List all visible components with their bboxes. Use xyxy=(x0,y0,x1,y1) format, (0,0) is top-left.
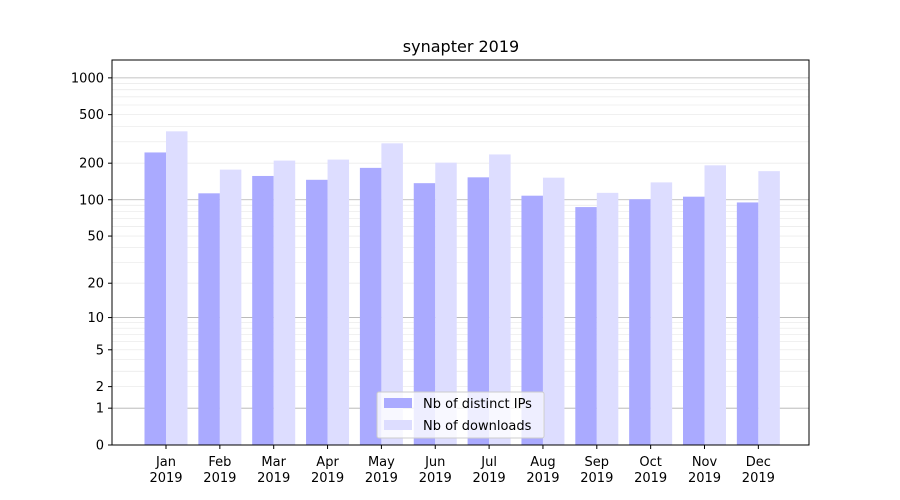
x-tick-label: Sep 2019 xyxy=(580,455,613,486)
x-tick-label: Apr 2019 xyxy=(311,455,344,486)
x-tick-label: May 2019 xyxy=(365,455,398,486)
legend-swatch-downloads xyxy=(384,420,412,430)
bar-downloads xyxy=(758,171,780,446)
chart-title: synapter 2019 xyxy=(403,37,519,56)
plot-area xyxy=(111,59,810,446)
legend: Nb of distinct IPs Nb of downloads xyxy=(376,391,545,439)
y-tick-label: 20 xyxy=(87,277,104,292)
bar-downloads xyxy=(327,159,350,445)
bar-distinct-ips xyxy=(359,167,382,445)
bar-downloads xyxy=(381,143,403,445)
bar-distinct-ips xyxy=(413,183,436,445)
y-tick-label: 50 xyxy=(87,230,104,245)
legend-box xyxy=(376,391,545,439)
y-tick-label: 1 xyxy=(96,402,104,417)
y-tick-label: 5 xyxy=(96,343,104,358)
x-tick-label: Nov 2019 xyxy=(688,455,721,486)
bar-downloads xyxy=(650,182,673,445)
y-tick-label: 10 xyxy=(87,311,104,326)
bar-distinct-ips xyxy=(629,199,651,445)
y-axis: 0 1 2 5 10 20 50 100 200 500 1000 xyxy=(71,71,112,454)
bar-downloads xyxy=(435,162,457,445)
x-tick-label: Aug 2019 xyxy=(526,455,559,486)
bar-downloads xyxy=(219,169,242,445)
bar-distinct-ips xyxy=(252,175,274,445)
x-tick-label: Jan 2019 xyxy=(149,455,182,486)
y-tick-label: 2 xyxy=(96,380,104,395)
y-tick-label: 0 xyxy=(96,439,104,454)
bar-distinct-ips xyxy=(521,195,543,445)
legend-label-downloads: Nb of downloads xyxy=(423,419,532,434)
x-tick-label: Oct 2019 xyxy=(634,455,667,486)
x-tick-label: Jul 2019 xyxy=(473,455,506,486)
bar-distinct-ips xyxy=(198,193,220,445)
bar-downloads xyxy=(596,192,619,445)
y-tick-label: 1000 xyxy=(71,71,104,86)
bar-distinct-ips xyxy=(575,207,597,445)
legend-swatch-distinct-ips xyxy=(384,398,412,408)
x-tick-label: Mar 2019 xyxy=(257,455,290,486)
bar-downloads xyxy=(166,131,188,445)
bar-distinct-ips xyxy=(467,177,490,446)
bar-downloads xyxy=(704,165,726,445)
bar-distinct-ips xyxy=(306,179,328,445)
bar-downloads xyxy=(489,154,511,445)
legend-label-distinct-ips: Nb of distinct IPs xyxy=(423,397,532,412)
y-tick-label: 200 xyxy=(79,157,104,172)
bar-distinct-ips xyxy=(736,202,759,445)
y-tick-label: 500 xyxy=(79,108,104,123)
bar-downloads xyxy=(273,160,296,446)
y-tick-label: 100 xyxy=(79,193,104,208)
x-axis: Jan 2019 Feb 2019 Mar 2019 Apr 2019 May 2019 Jun 20… xyxy=(149,445,775,486)
x-tick-label: Dec 2019 xyxy=(742,455,775,486)
bars xyxy=(144,131,780,446)
bar-distinct-ips xyxy=(144,152,166,445)
bar-downloads xyxy=(542,177,565,446)
bar-distinct-ips xyxy=(683,196,705,445)
x-tick-label: Jun 2019 xyxy=(419,455,452,486)
x-tick-label: Feb 2019 xyxy=(203,455,236,486)
